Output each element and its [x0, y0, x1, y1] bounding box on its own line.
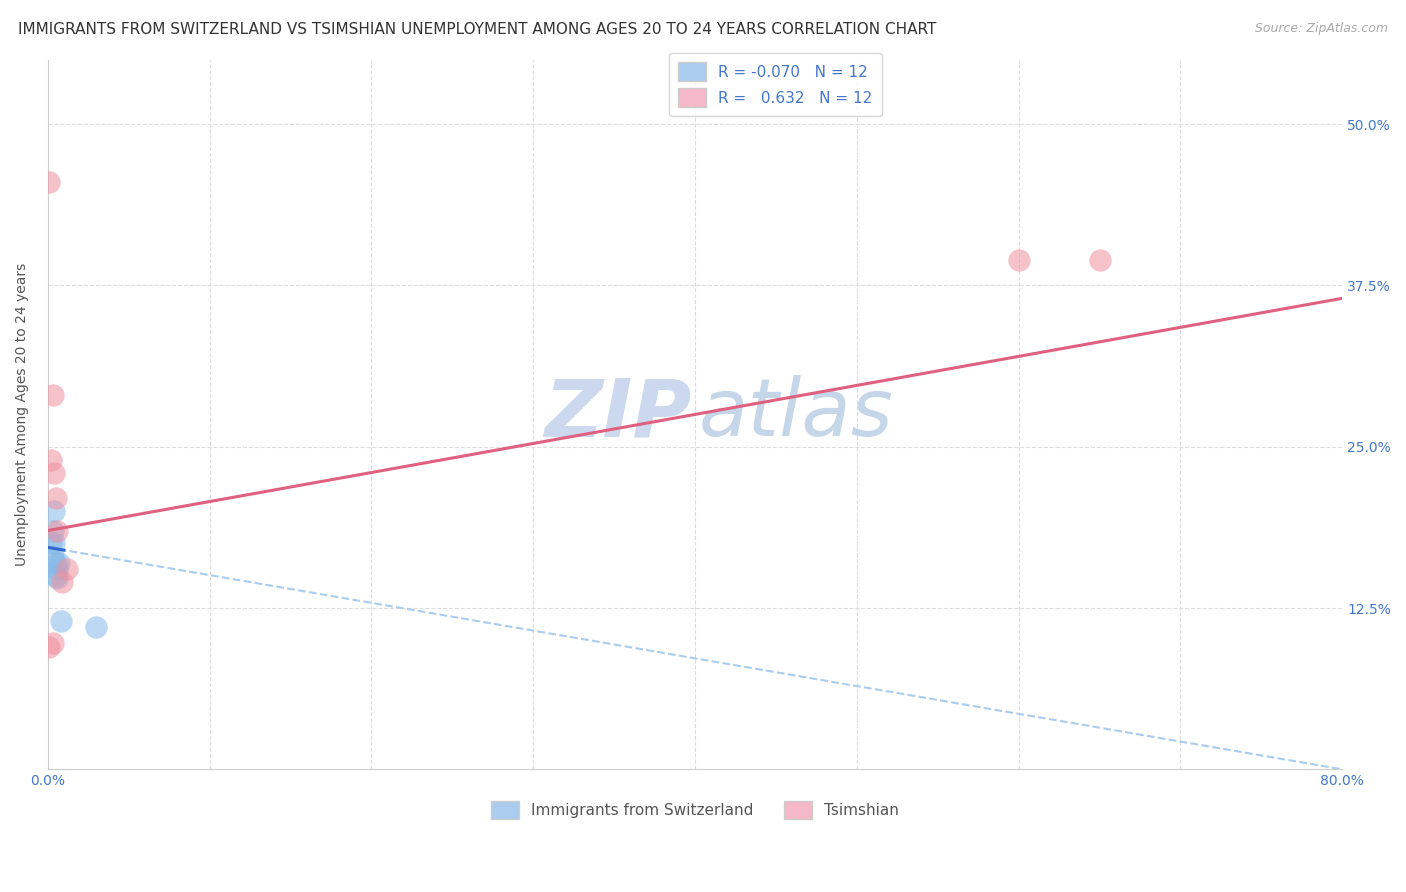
Point	[46, 571, 69, 585]
Y-axis label: Unemployment Among Ages 20 to 24 years: Unemployment Among Ages 20 to 24 years	[15, 263, 30, 566]
Point	[46, 524, 69, 538]
Point	[38, 175, 60, 189]
Point	[46, 562, 69, 576]
Text: atlas: atlas	[699, 376, 894, 453]
Point	[45, 568, 67, 582]
Point	[41, 549, 63, 564]
Point	[39, 536, 62, 550]
Point	[44, 536, 66, 550]
Point	[51, 575, 73, 590]
Point	[41, 524, 63, 538]
Point	[41, 388, 63, 402]
Point	[84, 620, 107, 634]
Point	[44, 504, 66, 518]
Point	[1088, 252, 1111, 267]
Point	[48, 556, 70, 570]
Point	[38, 640, 60, 654]
Legend: Immigrants from Switzerland, Tsimshian: Immigrants from Switzerland, Tsimshian	[485, 795, 904, 825]
Text: IMMIGRANTS FROM SWITZERLAND VS TSIMSHIAN UNEMPLOYMENT AMONG AGES 20 TO 24 YEARS : IMMIGRANTS FROM SWITZERLAND VS TSIMSHIAN…	[18, 22, 936, 37]
Point	[45, 491, 67, 506]
Point	[39, 452, 62, 467]
Point	[49, 614, 72, 628]
Point	[45, 556, 67, 570]
Point	[44, 466, 66, 480]
Point	[1007, 252, 1029, 267]
Point	[41, 636, 63, 650]
Text: ZIP: ZIP	[544, 376, 692, 453]
Text: Source: ZipAtlas.com: Source: ZipAtlas.com	[1254, 22, 1388, 36]
Point	[56, 562, 79, 576]
